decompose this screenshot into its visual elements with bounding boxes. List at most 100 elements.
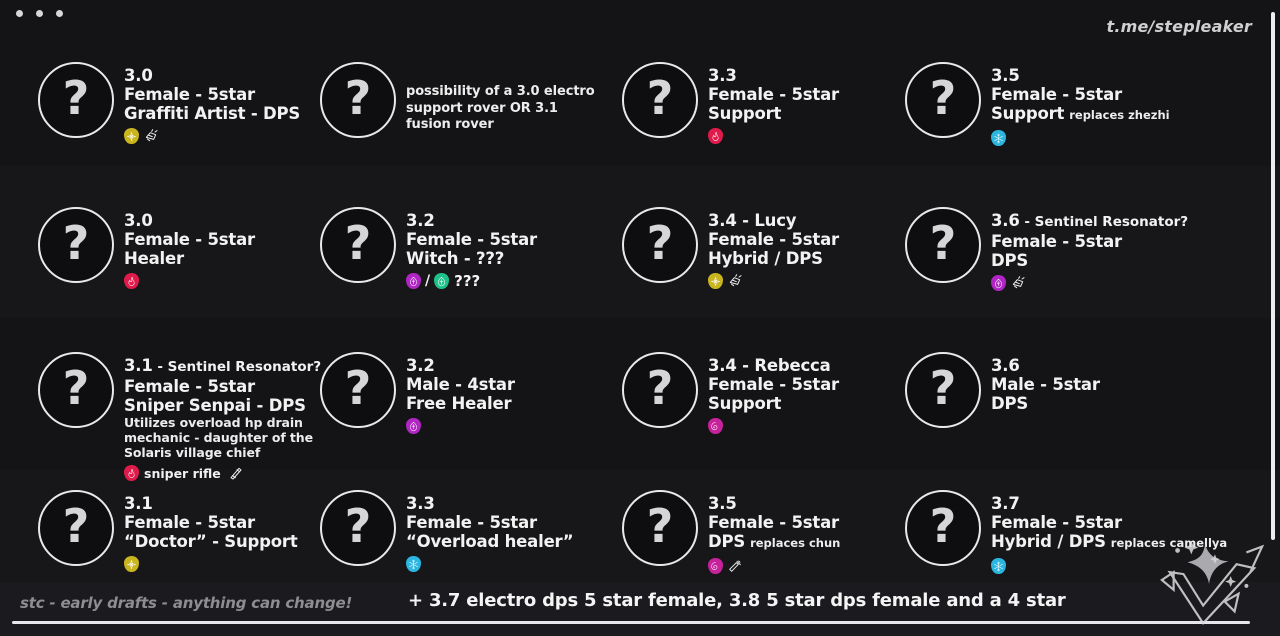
- roadmap-entry: ? 3.0 Female - 5star Graffiti Artist - DPS: [38, 62, 300, 145]
- entry-role: DPS: [991, 251, 1188, 270]
- question-mark-icon: ?: [929, 361, 957, 415]
- unknown-character-avatar: ?: [622, 490, 698, 566]
- question-mark-icon: ?: [929, 71, 957, 125]
- entry-rarity: Female - 5star: [406, 513, 537, 532]
- entry-role-text: Support: [708, 394, 782, 413]
- window-controls: [16, 10, 63, 17]
- footer: stc - early drafts - anything can change…: [0, 582, 1280, 636]
- entry-badges: [991, 274, 1188, 292]
- entry-badges: [708, 272, 839, 290]
- entry-role: Support replaces zhezhi: [991, 104, 1170, 125]
- entry-role: “Doctor” - Support: [124, 532, 298, 551]
- weapon-label: sniper rifle: [144, 465, 221, 481]
- footer-disclaimer: stc - early drafts - anything can change…: [20, 594, 353, 612]
- entry-badges: [708, 417, 839, 435]
- question-mark-icon: ?: [929, 499, 957, 553]
- entry-version-text: 3.5: [991, 66, 1020, 85]
- entry-replaces-note: replaces chun: [750, 536, 841, 550]
- question-mark-icon: ?: [344, 499, 372, 553]
- unknown-character-avatar: ?: [38, 352, 114, 428]
- roadmap-entry: ? 3.7 Female - 5star Hybrid / DPS replaces c…: [905, 490, 1227, 575]
- entry-version-text: 3.3: [406, 494, 435, 513]
- entry-role-text: “Overload healer”: [406, 532, 574, 551]
- question-mark-icon: ?: [646, 499, 674, 553]
- entry-version-suffix: - Sentinel Resonator?: [1019, 214, 1189, 230]
- footer-extra-note: + 3.7 electro dps 5 star female, 3.8 5 s…: [408, 590, 1066, 611]
- fusion-icon: [708, 128, 723, 144]
- entry-info: 3.5 Female - 5star Support replaces zhezhi: [991, 62, 1170, 147]
- window-dot-3[interactable]: [56, 10, 63, 17]
- entry-role-text: “Doctor” - Support: [124, 532, 298, 551]
- entry-role-text: Healer: [124, 249, 184, 268]
- unknown-character-avatar: ?: [38, 62, 114, 138]
- entry-badges: [124, 272, 255, 290]
- entry-badges: sniper rifle: [124, 464, 349, 482]
- question-mark-icon: ?: [344, 71, 372, 125]
- entry-info: 3.4 - Lucy Female - 5star Hybrid / DPS: [708, 207, 839, 290]
- unknown-character-avatar: ?: [38, 490, 114, 566]
- entry-info: 3.4 - Rebecca Female - 5star Support: [708, 352, 839, 435]
- entry-version: 3.5: [708, 494, 840, 513]
- entry-paragraph: possibility of a 3.0 electro support rov…: [406, 84, 595, 132]
- entry-replaces-note: replaces zhezhi: [1069, 108, 1170, 122]
- entry-badges: [406, 555, 573, 573]
- entry-role: Support: [708, 104, 839, 123]
- roadmap-entry: ? 3.6 Male - 5star DPS: [905, 352, 1100, 428]
- entry-version: 3.7: [991, 494, 1227, 513]
- entry-version-text: 3.2: [406, 211, 435, 230]
- entry-version-suffix: - Sentinel Resonator?: [152, 359, 322, 375]
- entry-rarity: Female - 5star: [124, 85, 255, 104]
- roadmap-entry: ? 3.2 Male - 4star Free Healer: [320, 352, 515, 435]
- unknown-element-label: ???: [454, 272, 481, 290]
- sniper-rifle-icon: [227, 465, 244, 482]
- entry-version: 3.0: [124, 211, 255, 230]
- entry-version-text: 3.4 - Lucy: [708, 211, 797, 230]
- entry-info: 3.2 Male - 4star Free Healer: [406, 352, 515, 435]
- entry-version: 3.6 - Sentinel Resonator?: [991, 211, 1188, 232]
- entry-version-text: 3.0: [124, 211, 153, 230]
- entry-role-text: Support: [708, 104, 782, 123]
- entry-version: 3.3: [708, 66, 839, 85]
- entry-version: 3.1 - Sentinel Resonator?: [124, 356, 349, 377]
- entry-role: Support: [708, 394, 839, 413]
- entry-rarity: Female - 5star: [124, 230, 255, 249]
- entry-role-text: Witch - ???: [406, 249, 505, 268]
- question-mark-icon: ?: [929, 216, 957, 270]
- unknown-character-avatar: ?: [905, 490, 981, 566]
- entry-role-text: Support: [991, 104, 1065, 123]
- havoc-icon: [406, 418, 421, 434]
- entry-version-text: 3.7: [991, 494, 1020, 513]
- electro-icon: [708, 418, 723, 434]
- gauntlets-icon: [142, 128, 159, 145]
- window-dot-2[interactable]: [36, 10, 43, 17]
- entry-role: Sniper Senpai - DPS: [124, 396, 349, 415]
- entry-rarity: Female - 5star: [991, 232, 1122, 251]
- question-mark-icon: ?: [344, 216, 372, 270]
- window-dot-1[interactable]: [16, 10, 23, 17]
- entry-version-text: 3.2: [406, 356, 435, 375]
- footer-divider: [12, 621, 1250, 624]
- roadmap-entry: ? 3.2 Female - 5star Witch - ??? /???: [320, 207, 537, 290]
- entry-role: Witch - ???: [406, 249, 537, 268]
- entry-role-text: DPS: [708, 532, 746, 551]
- entry-rarity: Female - 5star: [708, 513, 839, 532]
- question-mark-icon: ?: [646, 71, 674, 125]
- entry-version: 3.3: [406, 494, 573, 513]
- question-mark-icon: ?: [62, 216, 90, 270]
- entry-badges: [991, 129, 1170, 147]
- havoc-icon: [991, 275, 1006, 291]
- entry-note: Utilizes overload hp drain mechanic - da…: [124, 415, 313, 460]
- entry-role-text: Hybrid / DPS: [708, 249, 823, 268]
- question-mark-icon: ?: [62, 361, 90, 415]
- entry-info: 3.2 Female - 5star Witch - ??? /???: [406, 207, 537, 290]
- unknown-character-avatar: ?: [622, 352, 698, 428]
- entry-badges: [124, 555, 298, 573]
- vertical-scrollbar-thumb[interactable]: [1271, 12, 1275, 540]
- entry-rarity: Female - 5star: [708, 230, 839, 249]
- entry-info: 3.1 - Sentinel Resonator? Female - 5star S…: [124, 352, 349, 482]
- entry-rarity: Female - 5star: [991, 513, 1122, 532]
- entry-version-text: 3.6: [991, 211, 1020, 230]
- roadmap-entry: ? possibility of a 3.0 electro support ro…: [320, 62, 606, 138]
- entry-badges: [708, 127, 839, 145]
